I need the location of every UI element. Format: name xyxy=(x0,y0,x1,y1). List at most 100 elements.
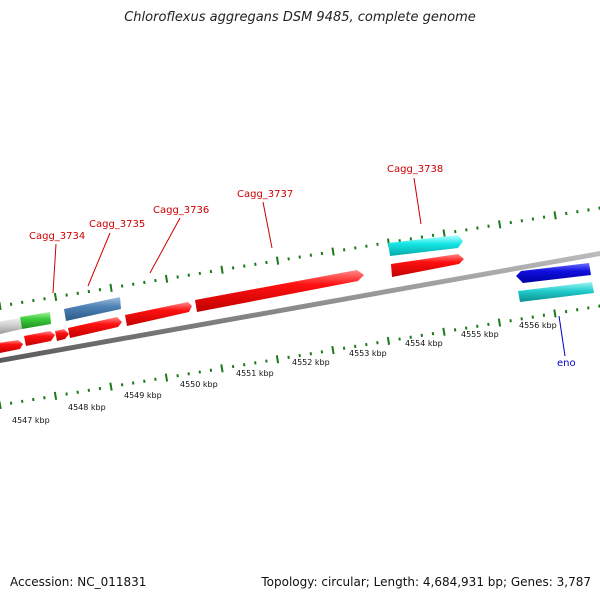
major-tick xyxy=(498,220,502,229)
leader-line xyxy=(413,177,422,225)
minor-tick xyxy=(542,215,546,219)
locus-label-cagg-3735[interactable]: Cagg_3735 xyxy=(89,219,145,230)
minor-tick xyxy=(231,266,235,270)
gene-arrow[interactable] xyxy=(68,317,122,338)
label-leaders xyxy=(52,177,566,357)
scale-label: 4548 kbp xyxy=(68,403,106,412)
minor-tick xyxy=(320,251,324,256)
locus-label-cagg-3736[interactable]: Cagg_3736 xyxy=(153,205,209,216)
gene-arrow[interactable] xyxy=(391,254,464,277)
minor-tick xyxy=(476,226,479,230)
minor-tick xyxy=(187,273,190,277)
minor-tick xyxy=(120,284,124,288)
minor-tick xyxy=(76,291,79,295)
leader-line xyxy=(87,232,111,287)
leader-line xyxy=(52,243,57,294)
major-tick xyxy=(275,256,280,265)
minor-tick xyxy=(143,280,146,285)
minor-tick xyxy=(576,210,579,214)
minor-tick xyxy=(309,253,313,257)
map-title: Chloroflexus aggregans DSM 9485, complet… xyxy=(124,10,476,25)
minor-tick xyxy=(509,220,512,225)
gene-row-forward-outer xyxy=(0,235,463,334)
minor-tick xyxy=(265,260,268,265)
scale-label: 4554 kbp xyxy=(405,339,443,348)
minor-tick xyxy=(431,233,435,237)
scale-label: 4552 kbp xyxy=(292,358,330,367)
minor-tick xyxy=(32,298,35,303)
major-tick xyxy=(497,318,502,327)
gene-row-reverse xyxy=(516,263,594,302)
leader-line xyxy=(262,201,273,249)
scale-label: 4550 kbp xyxy=(180,380,218,389)
major-tick xyxy=(442,327,446,336)
minor-tick xyxy=(98,288,102,292)
major-tick xyxy=(164,274,169,283)
locus-label-cagg-3734[interactable]: Cagg_3734 xyxy=(29,231,85,242)
major-tick xyxy=(109,382,113,391)
gene-arrow[interactable] xyxy=(195,270,364,312)
major-tick xyxy=(386,336,391,345)
minor-tick xyxy=(209,269,213,274)
major-tick xyxy=(553,211,557,220)
gene-arrow[interactable] xyxy=(24,331,55,346)
topology-text: Topology: circular; Length: 4,684,931 bp… xyxy=(261,575,591,589)
minor-tick xyxy=(342,248,346,252)
major-tick xyxy=(331,345,335,355)
minor-tick xyxy=(43,297,46,301)
minor-tick xyxy=(465,228,468,232)
leader-line xyxy=(558,315,566,357)
major-tick xyxy=(109,283,113,292)
locus-label-eno[interactable]: eno xyxy=(557,358,576,369)
gene-arrow[interactable] xyxy=(55,329,69,341)
minor-tick xyxy=(198,271,202,275)
minor-tick xyxy=(487,224,490,228)
major-tick xyxy=(53,292,58,302)
scale-label: 4556 kbp xyxy=(519,321,557,330)
leader-line xyxy=(149,217,181,274)
major-tick xyxy=(331,247,335,256)
major-tick xyxy=(220,265,224,274)
gene-block[interactable] xyxy=(64,297,121,321)
minor-tick xyxy=(287,257,290,261)
minor-tick xyxy=(254,262,257,266)
scale-label: 4551 kbp xyxy=(236,369,274,378)
minor-tick xyxy=(587,208,590,212)
backbone-track xyxy=(0,251,600,363)
scale-label: 4553 kbp xyxy=(349,349,387,358)
accession-text: Accession: NC_011831 xyxy=(10,575,147,589)
scale-label: 4549 kbp xyxy=(124,391,162,400)
locus-labels: Cagg_3734 Cagg_3735 Cagg_3736 Cagg_3737 … xyxy=(29,164,576,369)
gene-block[interactable] xyxy=(20,312,51,329)
major-tick xyxy=(53,391,58,400)
scale-label: 4555 kbp xyxy=(461,330,499,339)
minor-tick xyxy=(154,278,157,283)
gene-arrow[interactable] xyxy=(388,235,463,256)
inner-tick-ruler xyxy=(0,304,600,410)
gene-block[interactable] xyxy=(518,282,594,302)
major-tick xyxy=(275,355,280,364)
minor-tick xyxy=(454,230,457,234)
locus-label-cagg-3738[interactable]: Cagg_3738 xyxy=(387,164,443,175)
minor-tick xyxy=(87,289,91,294)
gene-arrow[interactable] xyxy=(0,340,23,353)
minor-tick xyxy=(243,264,246,268)
locus-label-cagg-3737[interactable]: Cagg_3737 xyxy=(237,189,293,200)
major-tick xyxy=(0,400,2,410)
scale-label: 4547 kbp xyxy=(12,416,50,425)
gene-arrow[interactable] xyxy=(516,263,591,283)
minor-tick xyxy=(520,219,524,223)
minor-tick xyxy=(531,217,535,221)
major-tick xyxy=(0,301,2,310)
major-tick xyxy=(442,229,446,238)
minor-tick xyxy=(65,293,68,297)
gene-arrow[interactable] xyxy=(125,302,192,326)
major-tick xyxy=(553,309,557,318)
minor-tick xyxy=(176,275,179,279)
major-tick xyxy=(164,373,169,382)
major-tick xyxy=(220,364,224,373)
gene-block[interactable] xyxy=(0,318,22,334)
gene-row-forward-inner xyxy=(0,254,464,353)
scale-labels: 4547 kbp 4548 kbp 4549 kbp 4550 kbp 4551… xyxy=(12,321,557,425)
